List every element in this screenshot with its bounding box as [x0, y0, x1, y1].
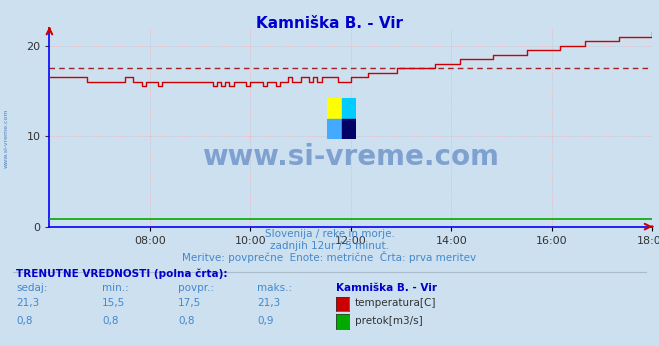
Text: 0,8: 0,8	[102, 316, 119, 326]
Text: Kamniška B. - Vir: Kamniška B. - Vir	[256, 16, 403, 30]
Text: min.:: min.:	[102, 283, 129, 293]
Text: sedaj:: sedaj:	[16, 283, 48, 293]
Text: pretok[m3/s]: pretok[m3/s]	[355, 316, 422, 326]
Text: Kamniška B. - Vir: Kamniška B. - Vir	[336, 283, 437, 293]
Bar	[327, 119, 341, 139]
Text: 21,3: 21,3	[16, 298, 40, 308]
Text: maks.:: maks.:	[257, 283, 292, 293]
Text: www.si-vreme.com: www.si-vreme.com	[202, 143, 500, 171]
Bar	[341, 119, 357, 139]
Text: TRENUTNE VREDNOSTI (polna črta):: TRENUTNE VREDNOSTI (polna črta):	[16, 268, 228, 279]
Text: zadnjih 12ur / 5 minut.: zadnjih 12ur / 5 minut.	[270, 241, 389, 251]
Bar	[327, 98, 341, 119]
Text: 0,8: 0,8	[16, 316, 33, 326]
Bar	[341, 98, 357, 119]
Text: povpr.:: povpr.:	[178, 283, 214, 293]
Text: 21,3: 21,3	[257, 298, 280, 308]
Text: temperatura[C]: temperatura[C]	[355, 298, 436, 308]
Text: 0,8: 0,8	[178, 316, 194, 326]
Text: Slovenija / reke in morje.: Slovenija / reke in morje.	[264, 229, 395, 239]
Text: 0,9: 0,9	[257, 316, 273, 326]
Text: www.si-vreme.com: www.si-vreme.com	[4, 109, 9, 168]
Text: 15,5: 15,5	[102, 298, 125, 308]
Text: Meritve: povprečne  Enote: metrične  Črta: prva meritev: Meritve: povprečne Enote: metrične Črta:…	[183, 251, 476, 263]
Text: 17,5: 17,5	[178, 298, 201, 308]
